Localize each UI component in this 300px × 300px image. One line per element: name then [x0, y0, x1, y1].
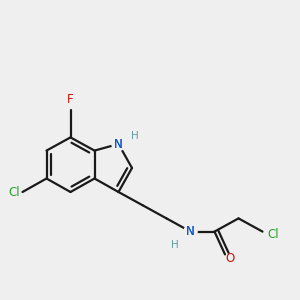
Text: Cl: Cl	[9, 185, 20, 199]
Text: H: H	[171, 240, 179, 250]
Circle shape	[112, 137, 125, 151]
Text: H: H	[130, 130, 138, 141]
Text: O: O	[226, 252, 235, 265]
Text: N: N	[114, 137, 123, 151]
Text: F: F	[67, 93, 74, 106]
Text: N: N	[186, 225, 195, 238]
Text: Cl: Cl	[267, 228, 279, 241]
Text: N: N	[186, 225, 195, 238]
Text: N: N	[114, 137, 123, 151]
Circle shape	[184, 225, 197, 238]
